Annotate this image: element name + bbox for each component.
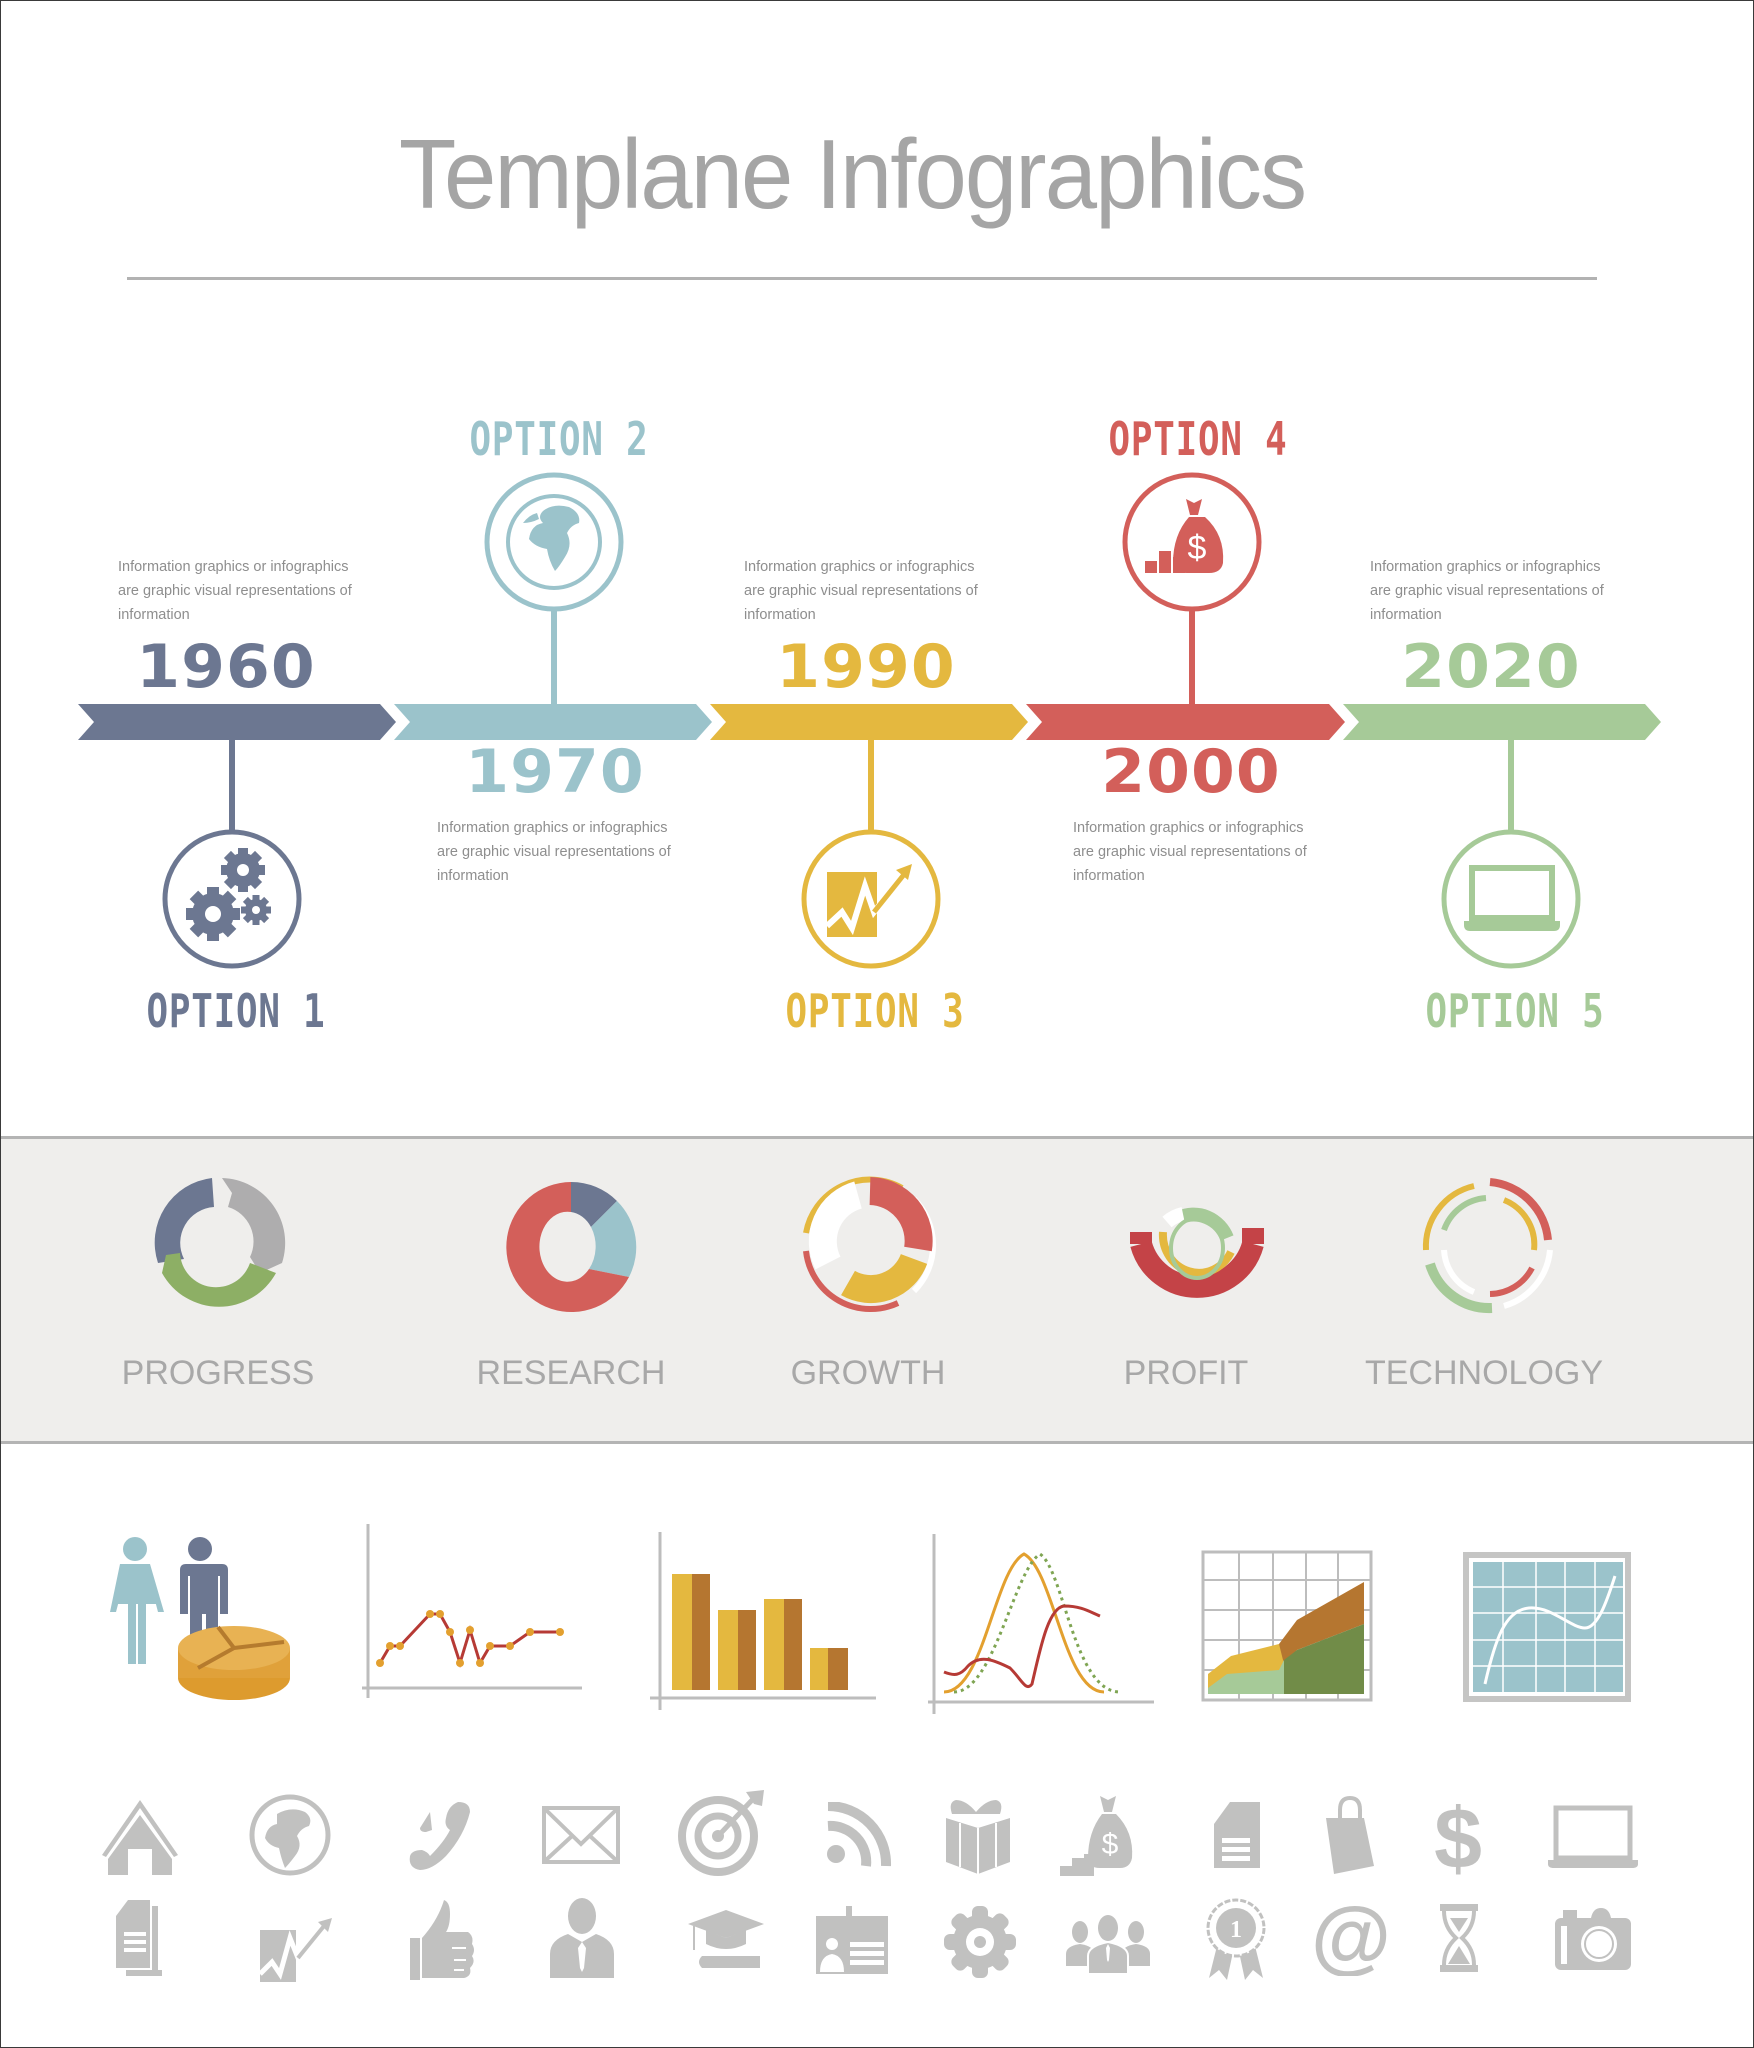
woman-icon [110,1537,164,1664]
documents-icon [116,1900,162,1976]
mail-icon [542,1806,620,1864]
option-1-description: Information graphics or infographics are… [118,559,352,623]
option-2-year: 1970 [465,737,645,807]
research-donut-icon[interactable] [504,1180,638,1314]
svg-text:1: 1 [1230,1917,1242,1943]
svg-text:@: @ [1314,1902,1388,1976]
function-graph-icon [1463,1552,1631,1702]
graduation-icon [688,1910,764,1968]
shopping-bag-icon [1326,1796,1374,1874]
id-card-icon [816,1906,888,1974]
pie-chart-3d-icon [178,1625,290,1700]
option-5-year: 2020 [1401,632,1581,702]
timeline-arrow-bar [78,704,1661,740]
thumbs-up-icon [410,1900,474,1980]
technology-label: TECHNOLOGY [1364,1354,1604,1392]
growth-label: GROWTH [790,1354,946,1392]
option-4-stem [1189,611,1195,705]
option-5-stem [1508,739,1514,832]
dollar-icon: $ [1434,1796,1482,1878]
camera-icon [1555,1908,1631,1970]
timeline-segment-4 [1026,704,1345,740]
option-4-year: 2000 [1101,737,1281,807]
globe-icon [506,494,602,590]
money-bag-icon: $ [1060,1796,1133,1876]
option-5-circle[interactable] [1440,828,1582,970]
team-icon [1066,1915,1150,1975]
rss-icon [827,1802,892,1867]
hourglass-icon [1440,1904,1478,1972]
gears-icon [186,848,271,941]
option-4-description: Information graphics or infographics are… [1073,820,1307,884]
timeline-segment-1 [78,704,396,740]
laptop-icon [1464,865,1560,931]
globe-icon [249,1794,331,1876]
laptop-icon [1548,1805,1638,1868]
bell-curve-chart-icon [928,1534,1154,1714]
bar-chart-icon [650,1532,876,1710]
option-1-year: 1960 [136,632,316,702]
line-chart-icon [362,1524,582,1698]
option-2-stem [551,611,557,705]
growth-chart-icon [824,864,912,937]
option-2-label: OPTION 2 [469,412,649,466]
profit-label: PROFIT [1123,1354,1249,1392]
option-3-year: 1990 [776,632,956,702]
option-1-circle[interactable] [161,828,303,970]
svg-text:$: $ [1102,1828,1119,1861]
option-4-label: OPTION 4 [1108,412,1288,466]
page-title: Templane Infographics [398,119,1307,229]
progress-donut-icon[interactable] [150,1172,290,1314]
money-bag-icon: $ [1145,499,1224,573]
option-5-description: Information graphics or infographics are… [1370,559,1604,623]
option-3-description: Information graphics or infographics are… [744,559,978,623]
option-3-circle[interactable] [800,828,942,970]
option-5-label: OPTION 5 [1425,984,1605,1038]
title-divider [127,277,1597,280]
svg-text:$: $ [1434,1796,1482,1878]
research-label: RESEARCH [476,1354,666,1392]
home-icon [102,1800,178,1875]
option-2-circle[interactable] [483,471,625,613]
target-icon [678,1790,764,1876]
at-sign-icon: @ [1314,1902,1388,1976]
growth-donut-icon[interactable] [800,1172,940,1314]
timeline-segment-2 [394,704,712,740]
gift-icon [946,1800,1010,1874]
profit-donut-icon[interactable] [1130,1200,1264,1316]
progress-label: PROGRESS [121,1354,315,1392]
phone-icon [409,1802,470,1870]
businessman-icon [550,1898,614,1978]
gear-icon [944,1906,1016,1978]
option-2-description: Information graphics or infographics are… [437,820,671,884]
svg-text:$: $ [1188,529,1207,567]
option-1-label: OPTION 1 [146,984,326,1038]
technology-donut-icon[interactable] [1422,1178,1562,1318]
option-4-circle[interactable]: $ [1121,471,1263,613]
people-pie-icon [110,1537,290,1700]
growth-chart-icon [258,1918,332,1982]
area-chart-icon [1201,1550,1373,1702]
timeline-segment-5 [1343,704,1661,740]
option-3-stem [868,739,874,832]
timeline-segment-3 [710,704,1028,740]
award-icon: 1 [1206,1898,1266,1980]
option-1-stem [229,739,235,832]
document-icon [1214,1802,1260,1868]
option-3-label: OPTION 3 [785,984,965,1038]
